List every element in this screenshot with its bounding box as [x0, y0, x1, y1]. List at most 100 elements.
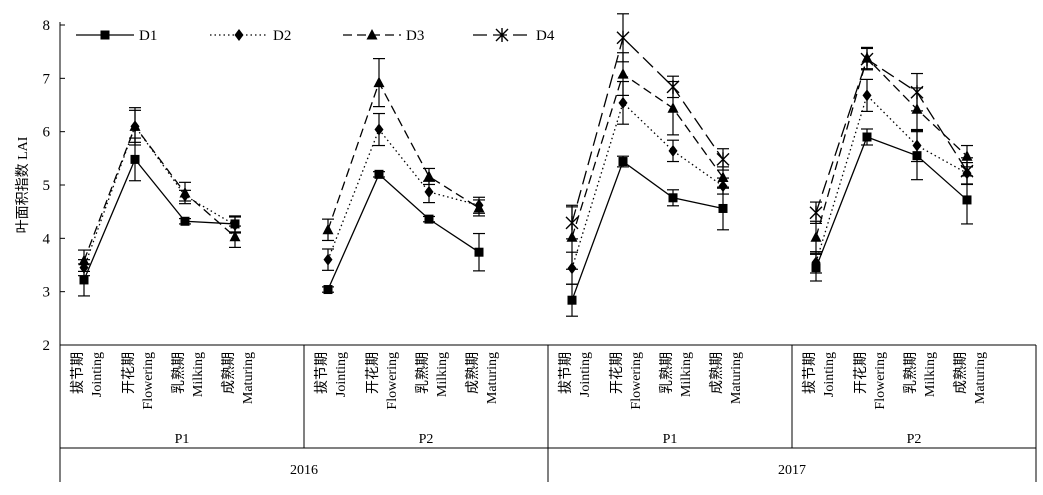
stage-label-zh-1-1: 开花期 [365, 352, 381, 394]
point-D4-3-0 [809, 205, 823, 220]
series-D1 [78, 128, 973, 317]
point-D1-1-0 [323, 285, 333, 295]
legend-entry-D1: D1 [76, 28, 157, 44]
series-line-D2-group-2 [571, 101, 724, 269]
series-line-D2-group-3 [815, 94, 968, 263]
point-D1-1-3 [474, 247, 484, 257]
point-D4-2-1 [616, 30, 630, 45]
period-label-1: P2 [419, 432, 434, 447]
stage-label-en-3-2: Milking [923, 352, 938, 397]
period-label-0: P1 [175, 432, 190, 447]
y-tick-label-4: 6 [43, 125, 51, 141]
series-line-D3-group-1 [327, 80, 480, 231]
stage-label-zh-0-1: 开花期 [121, 352, 137, 394]
period-label-3: P2 [907, 432, 922, 447]
y-axis-label: 叶面积指数 LAI [15, 136, 31, 233]
legend-label-D1: D1 [139, 28, 157, 44]
point-D2-3-0 [811, 256, 821, 269]
stage-label-en-2-3: Maturing [729, 352, 744, 404]
point-D1-2-3 [718, 203, 728, 213]
point-D1-2-0 [567, 295, 577, 305]
point-D2-0-3 [230, 219, 240, 231]
series-line-D1-group-1 [327, 173, 480, 290]
point-D3-1-1 [373, 76, 385, 88]
stage-label-en-0-2: Milking [191, 352, 206, 397]
stage-label-en-0-3: Maturing [241, 352, 256, 404]
y-tick-label-3: 5 [43, 178, 51, 194]
point-D3-3-0 [810, 231, 822, 242]
point-D2-2-1 [618, 96, 628, 109]
year-label-0: 2016 [290, 463, 318, 478]
series-line-D1-group-3 [815, 136, 968, 268]
point-D1-2-2 [668, 193, 678, 203]
point-D1-3-1 [862, 132, 872, 142]
series-line-D4-group-3 [815, 58, 968, 213]
stage-label-zh-2-1: 开花期 [609, 352, 625, 394]
stage-label-en-0-0: Jointing [90, 352, 105, 397]
series-line-D1-group-0 [83, 158, 236, 281]
point-D1-0-1 [130, 154, 140, 164]
point-D2-1-2 [424, 185, 434, 198]
stage-label-zh-2-2: 乳熟期 [659, 352, 675, 394]
point-D1-3-3 [962, 195, 972, 205]
point-D3-1-0 [322, 223, 334, 235]
point-D2-1-0 [323, 253, 333, 266]
series-line-D3-group-0 [83, 124, 236, 261]
legend-marker-D3 [366, 29, 378, 40]
point-D2-1-1 [374, 123, 384, 136]
legend-entry-D3: D3 [343, 28, 424, 44]
stage-label-zh-3-2: 乳熟期 [903, 352, 919, 394]
stage-label-zh-2-0: 拔节期 [558, 352, 574, 394]
point-D3-1-3 [473, 201, 485, 213]
point-D3-0-2 [179, 187, 191, 198]
stage-label-zh-1-0: 拔节期 [314, 352, 330, 394]
stage-label-en-2-2: Milking [679, 352, 694, 397]
legend-label-D4: D4 [536, 28, 555, 44]
point-D4-3-1 [860, 52, 874, 67]
stage-label-en-2-1: Flowering [629, 352, 644, 410]
year-label-1: 2017 [778, 463, 806, 478]
point-D4-3-2 [910, 85, 924, 100]
period-label-2: P1 [663, 432, 678, 447]
point-D1-0-2 [180, 216, 190, 226]
stage-label-zh-0-0: 拔节期 [70, 352, 86, 394]
point-D2-3-1 [862, 89, 872, 102]
point-D1-2-1 [618, 157, 628, 167]
stage-label-zh-3-0: 拔节期 [802, 352, 818, 394]
point-D3-0-1 [129, 120, 141, 131]
point-D3-2-3 [717, 171, 729, 183]
y-tick-label-0: 2 [43, 338, 51, 354]
stage-label-en-0-1: Flowering [141, 352, 156, 410]
point-D4-3-3 [960, 164, 974, 179]
stage-label-zh-1-2: 乳熟期 [415, 352, 431, 394]
point-D2-2-2 [668, 144, 678, 157]
point-D3-1-2 [423, 170, 435, 181]
point-D4-2-0 [565, 215, 579, 230]
point-D1-1-2 [424, 214, 434, 224]
series-line-D2-group-1 [327, 128, 480, 260]
legend-entry-D2: D2 [210, 28, 291, 44]
stage-label-en-3-0: Jointing [822, 352, 837, 397]
point-D4-2-3 [716, 152, 730, 167]
series-D3 [78, 46, 973, 272]
point-D1-0-0 [79, 275, 89, 285]
legend-marker-D4 [495, 28, 509, 42]
point-D1-1-1 [374, 169, 384, 179]
stage-label-en-1-1: Flowering [385, 352, 400, 410]
series-line-D3-group-2 [571, 73, 724, 238]
stage-label-zh-0-2: 乳熟期 [171, 352, 187, 394]
y-tick-label-2: 4 [43, 231, 51, 247]
stage-label-zh-1-3: 成熟期 [465, 352, 481, 394]
stage-label-en-2-0: Jointing [578, 352, 593, 397]
stage-label-en-1-0: Jointing [334, 352, 349, 397]
stage-label-en-3-3: Maturing [973, 352, 988, 404]
y-tick-label-6: 8 [43, 18, 51, 34]
y-tick-label-5: 7 [43, 71, 51, 87]
series-D4 [565, 13, 974, 240]
legend-entry-D4: D4 [473, 28, 555, 44]
point-D2-3-2 [912, 139, 922, 152]
legend-label-D2: D2 [273, 28, 291, 44]
series-D2 [78, 78, 973, 285]
stage-label-zh-0-3: 成熟期 [221, 352, 237, 394]
